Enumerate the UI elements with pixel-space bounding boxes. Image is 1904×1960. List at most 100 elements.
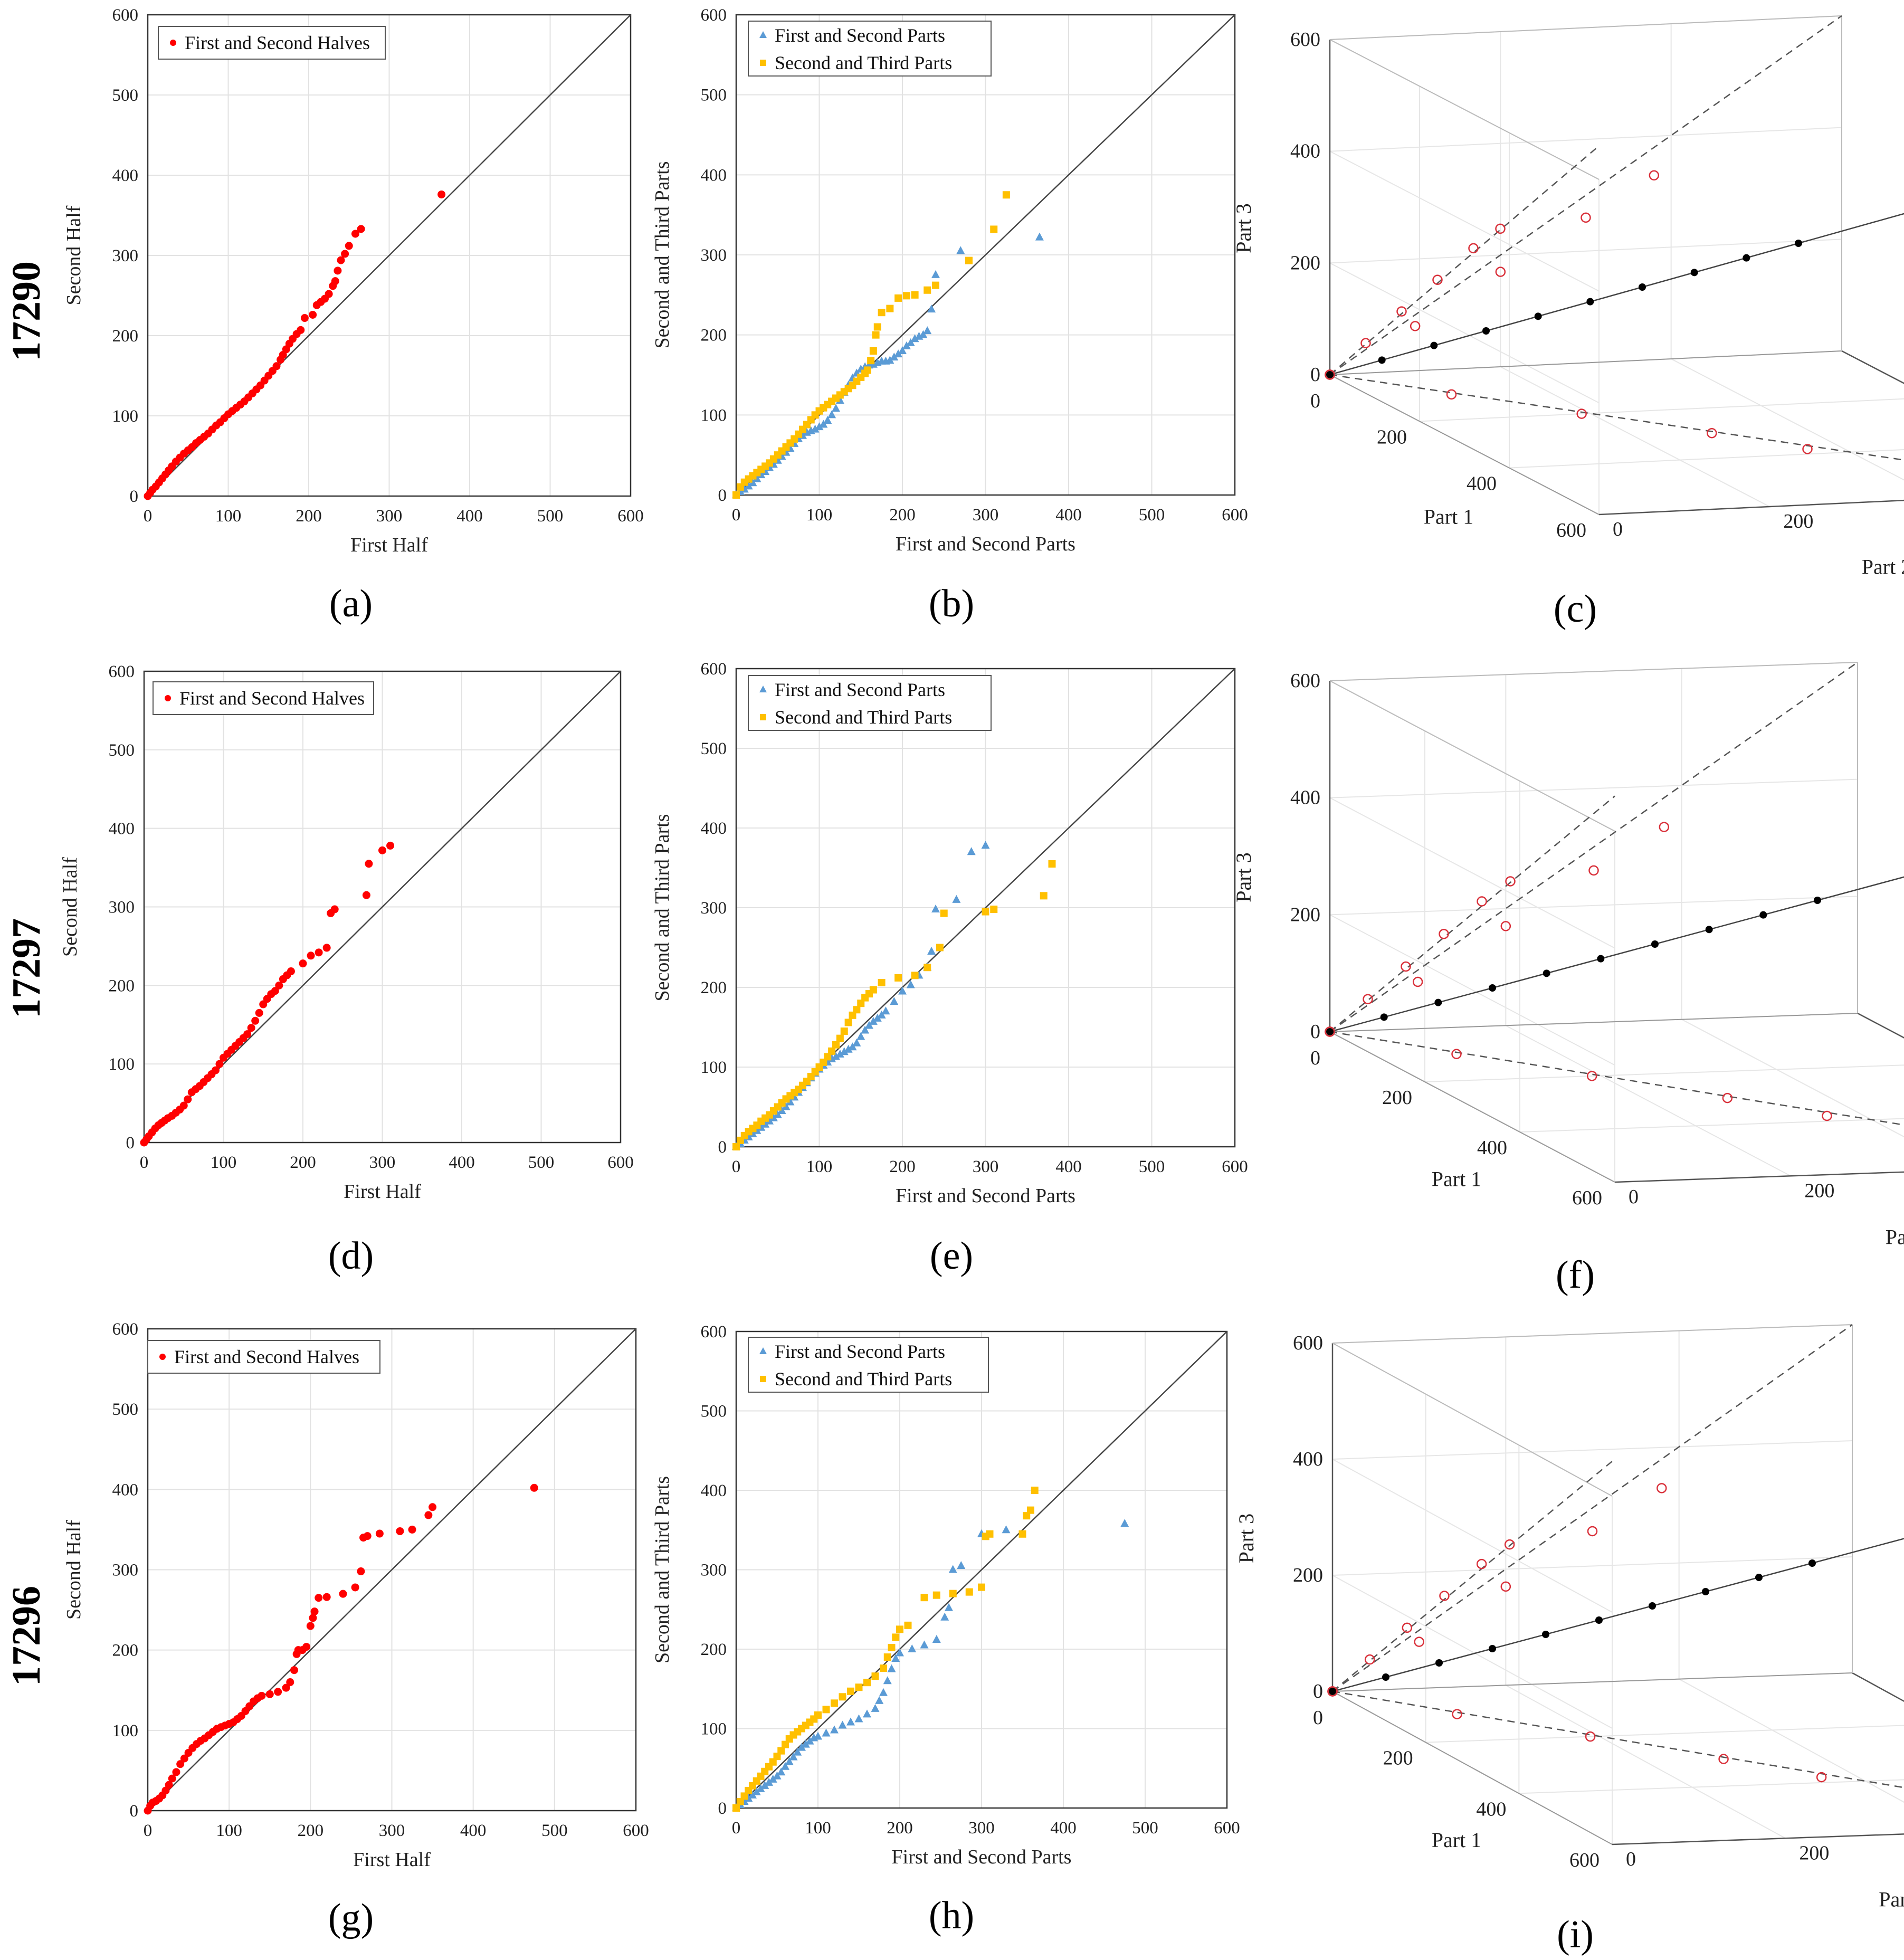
x-axis-line bbox=[1852, 1672, 1904, 1702]
x3d-tick-label: 200 bbox=[1382, 1087, 1412, 1109]
floor-gridline bbox=[1509, 449, 1904, 469]
legend-marker bbox=[760, 714, 766, 720]
reference-line-xz bbox=[1329, 795, 1615, 1032]
plot-frame bbox=[735, 1330, 1228, 1809]
data-point bbox=[920, 1640, 929, 1649]
back-wall-gridline bbox=[1329, 127, 1842, 152]
data-point bbox=[1048, 860, 1056, 868]
x-tick-label: 200 bbox=[889, 506, 916, 525]
y-tick-label: 500 bbox=[109, 741, 135, 760]
y3d-tick-label: 200 bbox=[1799, 1842, 1829, 1864]
data-point bbox=[773, 1771, 782, 1780]
data-point bbox=[823, 415, 832, 424]
x-tick-label: 200 bbox=[889, 1157, 916, 1176]
y-tick-label: 0 bbox=[718, 1138, 727, 1157]
y-tick-label: 600 bbox=[701, 660, 727, 679]
data-point bbox=[1360, 338, 1371, 348]
y-axis-line bbox=[1612, 1833, 1904, 1845]
data-point bbox=[932, 1591, 940, 1599]
y-tick-label: 100 bbox=[112, 407, 139, 426]
data-point bbox=[1542, 1631, 1549, 1638]
scatter-chart-e: 0 100 200 300 400 500 600 0 100 200 300 400 500 600 Fi… bbox=[651, 660, 1248, 1207]
x-tick-label: 300 bbox=[379, 1821, 405, 1840]
data-point bbox=[920, 1594, 928, 1602]
data-point bbox=[287, 967, 295, 976]
y-axis-title: Second Half bbox=[59, 857, 81, 957]
data-point bbox=[1822, 1110, 1832, 1121]
y-axis-title: Second Half bbox=[63, 1520, 85, 1620]
reference-line-xz bbox=[1332, 1461, 1613, 1692]
legend-label: Second and Third Parts bbox=[775, 1368, 952, 1390]
floor-gridline bbox=[1419, 398, 1904, 422]
x-tick-label: 600 bbox=[1222, 506, 1248, 525]
data-point bbox=[732, 1804, 740, 1812]
scatter3d-panels: 200 400 600 0 200 400 600 0 200 400 600 0 Part 1 Part… bbox=[1232, 15, 1904, 1911]
data-point bbox=[756, 1784, 765, 1792]
data-point bbox=[179, 1101, 188, 1110]
data-point bbox=[1690, 269, 1698, 277]
data-point bbox=[782, 1102, 791, 1110]
floor-gridline bbox=[1679, 1678, 1904, 1803]
data-point bbox=[1588, 865, 1599, 876]
data-point bbox=[351, 1583, 359, 1592]
top-edge bbox=[1329, 39, 1600, 180]
reference-line-diagonal bbox=[1329, 213, 1904, 376]
z3d-tick-label: 200 bbox=[1290, 252, 1320, 274]
floor-gridline bbox=[1519, 1118, 1904, 1133]
data-point bbox=[875, 1696, 884, 1704]
data-point bbox=[322, 1593, 331, 1601]
data-point bbox=[286, 1678, 294, 1687]
legend-marker bbox=[759, 686, 767, 692]
data-point bbox=[375, 1529, 384, 1538]
legend-label: First and Second Halves bbox=[185, 32, 370, 53]
y-tick-label: 0 bbox=[130, 487, 139, 506]
data-point bbox=[1649, 1602, 1656, 1610]
data-point bbox=[429, 1503, 437, 1511]
data-point bbox=[282, 1683, 290, 1692]
y-axis-line bbox=[1614, 1171, 1904, 1183]
y-tick-label: 600 bbox=[112, 6, 139, 25]
data-point bbox=[819, 420, 828, 428]
x-tick-label: 300 bbox=[376, 507, 403, 526]
data-point bbox=[781, 1762, 789, 1770]
data-point bbox=[1505, 876, 1516, 887]
data-point bbox=[1023, 1512, 1031, 1520]
x-tick-label: 400 bbox=[1055, 506, 1082, 525]
data-point bbox=[814, 1731, 822, 1740]
top-edge bbox=[1329, 680, 1615, 832]
data-point bbox=[952, 895, 961, 903]
x-tick-label: 600 bbox=[607, 1153, 634, 1172]
data-point bbox=[1476, 1558, 1487, 1569]
legend-label: First and Second Parts bbox=[775, 25, 945, 46]
data-point bbox=[1500, 921, 1511, 931]
data-point bbox=[865, 1021, 873, 1029]
data-point bbox=[957, 1561, 966, 1569]
data-point bbox=[1325, 369, 1335, 380]
floor-gridline bbox=[1425, 1725, 1904, 1743]
data-point bbox=[828, 1047, 836, 1055]
y-tick-label: 200 bbox=[701, 1640, 727, 1659]
floor-edge bbox=[1332, 1691, 1613, 1845]
data-point bbox=[863, 366, 871, 374]
data-point bbox=[1434, 998, 1442, 1006]
x-tick-label: 0 bbox=[732, 1819, 741, 1838]
data-point bbox=[307, 952, 315, 960]
data-point bbox=[852, 1038, 861, 1046]
x-tick-label: 400 bbox=[460, 1821, 487, 1840]
data-point bbox=[1452, 1709, 1462, 1719]
scatter3d-chart-i: 200400600020040060002004006000Part 1Part… bbox=[1234, 1324, 1904, 1911]
y-tick-label: 600 bbox=[109, 662, 135, 681]
data-point bbox=[883, 1676, 892, 1685]
y3d-axis-title: Part 2 bbox=[1886, 1225, 1904, 1249]
data-point bbox=[849, 1011, 856, 1019]
data-point bbox=[1755, 1574, 1763, 1581]
x3d-axis-title: Part 1 bbox=[1432, 1167, 1481, 1191]
data-point bbox=[1639, 283, 1646, 291]
x-axis-title: First and Second Parts bbox=[896, 1185, 1075, 1207]
data-point bbox=[310, 1607, 319, 1616]
data-point bbox=[1468, 243, 1479, 254]
data-point bbox=[363, 1532, 372, 1540]
scatter-chart-d: 0 100 200 300 400 500 600 0 100 200 300 400 500 600 Fi… bbox=[59, 662, 634, 1203]
data-point bbox=[898, 986, 907, 995]
data-point bbox=[748, 478, 757, 487]
